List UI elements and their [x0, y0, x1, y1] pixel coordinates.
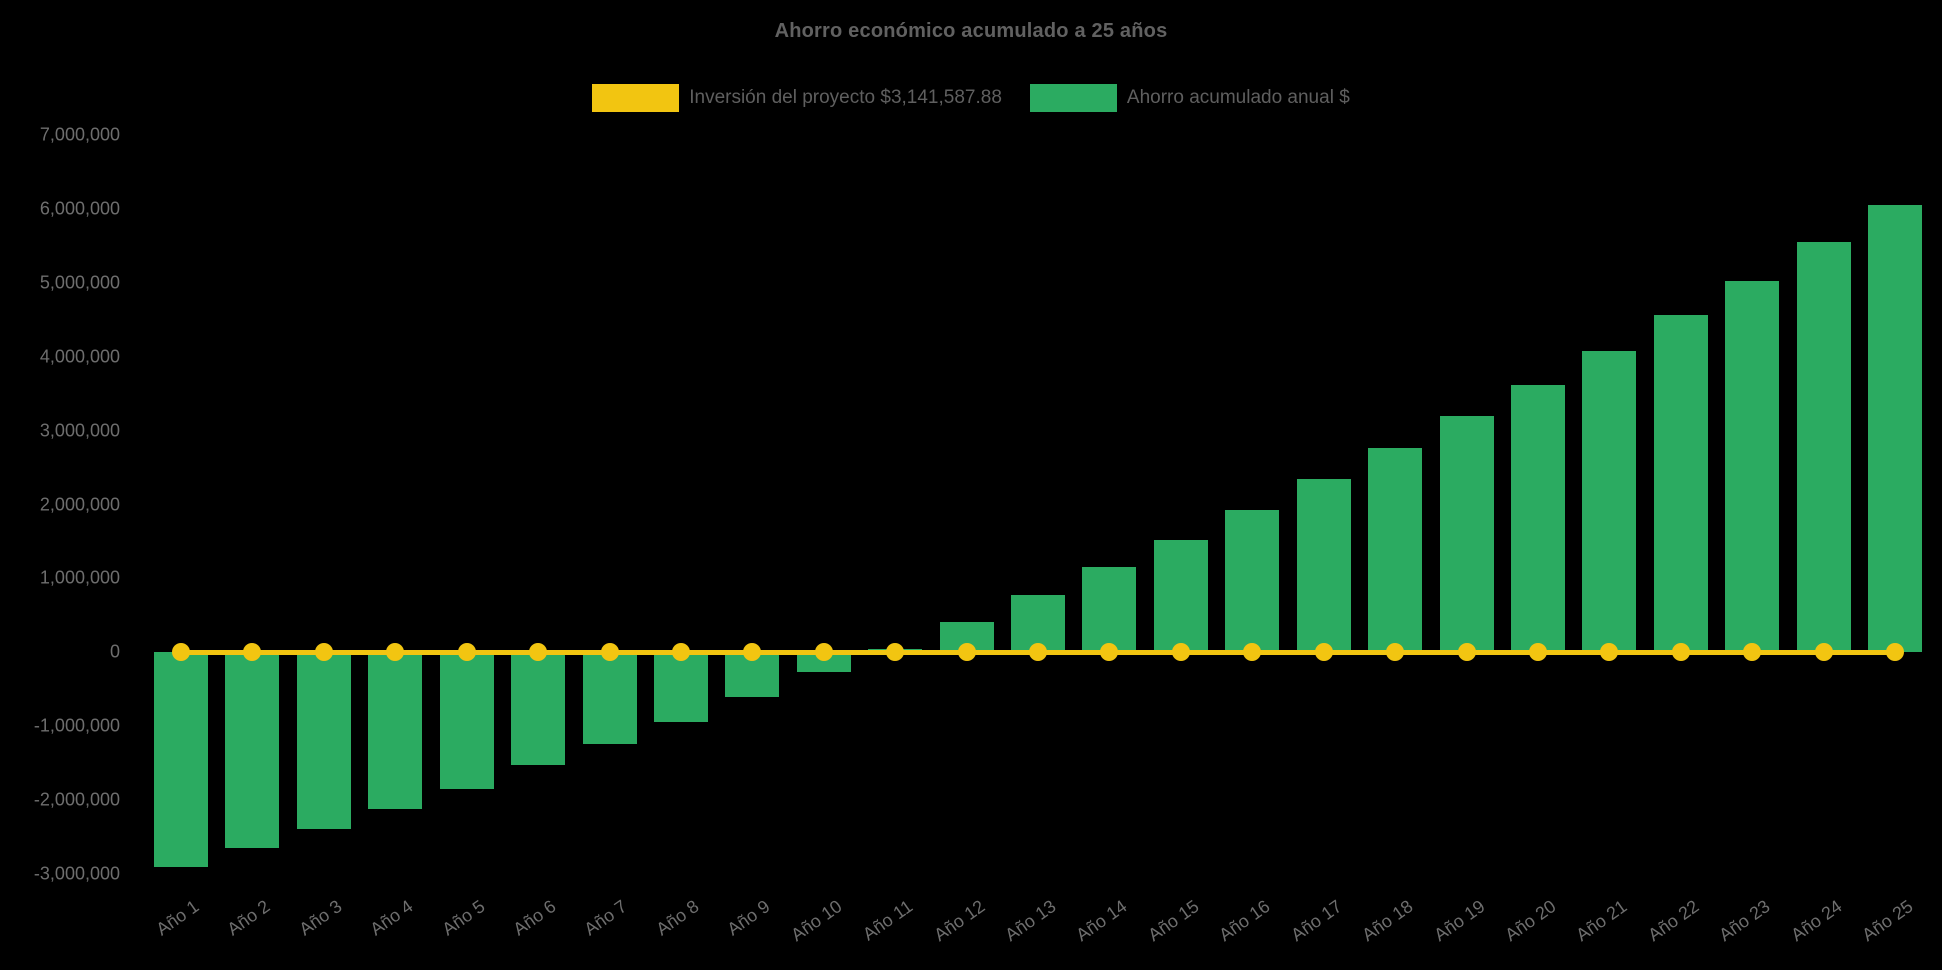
investment-line-marker-año-5[interactable] — [457, 643, 476, 662]
investment-line-marker-año-14[interactable] — [1100, 643, 1119, 662]
investment-line-marker-año-19[interactable] — [1457, 643, 1476, 662]
x-axis-label-año-4: Año 4 — [366, 896, 417, 940]
investment-line-marker-año-10[interactable] — [814, 643, 833, 662]
bar-año-14[interactable] — [1082, 566, 1137, 653]
bar-año-5[interactable] — [439, 652, 494, 789]
y-axis-label: 7,000,000 — [39, 124, 120, 145]
x-axis-label-año-17: Año 17 — [1286, 896, 1346, 946]
y-axis-label: 3,000,000 — [39, 420, 120, 441]
y-axis-label: -3,000,000 — [33, 863, 120, 884]
bar-año-24[interactable] — [1796, 242, 1851, 653]
investment-line-marker-año-4[interactable] — [386, 643, 405, 662]
y-axis-label: 0 — [109, 641, 120, 662]
y-axis-label: -1,000,000 — [33, 715, 120, 736]
x-axis-label-año-13: Año 13 — [1001, 896, 1060, 946]
investment-line-marker-año-13[interactable] — [1029, 643, 1048, 662]
investment-line-marker-año-2[interactable] — [243, 643, 262, 662]
investment-line-marker-año-6[interactable] — [529, 643, 548, 662]
x-axis-label-año-2: Año 2 — [223, 896, 274, 940]
investment-line-marker-año-22[interactable] — [1671, 643, 1690, 662]
bar-año-3[interactable] — [296, 652, 351, 829]
bar-año-8[interactable] — [653, 652, 708, 722]
investment-line-marker-año-25[interactable] — [1886, 643, 1905, 662]
x-axis-label-año-9: Año 9 — [723, 896, 774, 940]
bar-año-19[interactable] — [1439, 415, 1494, 653]
y-axis-label: 1,000,000 — [39, 567, 120, 588]
legend-swatch-savings-icon — [1029, 84, 1117, 112]
x-axis-label-año-15: Año 15 — [1144, 896, 1203, 946]
y-axis-label: 6,000,000 — [39, 198, 120, 219]
x-axis-label-año-7: Año 7 — [580, 896, 632, 940]
bar-año-20[interactable] — [1510, 384, 1565, 653]
bar-año-7[interactable] — [582, 652, 637, 744]
investment-line-marker-año-8[interactable] — [671, 643, 690, 662]
x-axis-label-año-24: Año 24 — [1786, 896, 1846, 946]
legend-label-investment: Inversión del proyecto $3,141,587.88 — [689, 87, 1002, 108]
x-axis-label-año-1: Año 1 — [152, 896, 203, 940]
investment-line-marker-año-15[interactable] — [1171, 643, 1190, 662]
legend-swatch-investment-icon — [592, 84, 680, 112]
x-axis-label-año-18: Año 18 — [1358, 896, 1417, 946]
bar-año-13[interactable] — [1011, 594, 1066, 653]
bar-año-2[interactable] — [225, 652, 280, 849]
investment-line-marker-año-3[interactable] — [314, 643, 333, 662]
bar-año-4[interactable] — [368, 652, 423, 809]
bar-año-15[interactable] — [1153, 539, 1208, 653]
x-axis-label-año-23: Año 23 — [1715, 896, 1774, 946]
y-axis-label: 4,000,000 — [39, 346, 120, 367]
bar-año-16[interactable] — [1225, 509, 1280, 653]
investment-line-marker-año-20[interactable] — [1528, 643, 1547, 662]
x-axis-label-año-12: Año 12 — [929, 896, 989, 946]
investment-line-marker-año-21[interactable] — [1600, 643, 1619, 662]
legend: Inversión del proyecto $3,141,587.88 Aho… — [0, 84, 1942, 112]
bar-año-17[interactable] — [1296, 479, 1351, 653]
investment-line-marker-año-17[interactable] — [1314, 643, 1333, 662]
x-axis-label-año-6: Año 6 — [509, 896, 560, 940]
y-axis-label: 2,000,000 — [39, 494, 120, 514]
bar-año-6[interactable] — [511, 652, 566, 765]
bar-año-22[interactable] — [1653, 315, 1708, 653]
investment-line-marker-año-24[interactable] — [1814, 643, 1833, 662]
bar-año-1[interactable] — [154, 652, 208, 868]
investment-line-marker-año-23[interactable] — [1743, 643, 1762, 662]
y-axis-label: -2,000,000 — [33, 789, 120, 810]
investment-line-marker-año-7[interactable] — [600, 643, 619, 662]
y-axis-label: 5,000,000 — [39, 272, 120, 293]
x-axis-label-año-14: Año 14 — [1072, 896, 1131, 946]
x-axis-label-año-16: Año 16 — [1215, 896, 1274, 946]
x-axis-label-año-3: Año 3 — [295, 896, 346, 940]
bar-año-10[interactable] — [796, 652, 851, 673]
bar-año-18[interactable] — [1368, 448, 1423, 653]
legend-label-savings: Ahorro acumulado anual $ — [1126, 87, 1350, 108]
x-axis-label-año-11: Año 11 — [859, 896, 917, 945]
x-axis-label-año-22: Año 22 — [1644, 896, 1703, 946]
chart-title: Ahorro económico acumulado a 25 años — [774, 20, 1168, 42]
x-axis-label-año-19: Año 19 — [1429, 896, 1489, 946]
investment-line-marker-año-16[interactable] — [1243, 643, 1262, 662]
x-axis-label-año-21: Año 21 — [1572, 896, 1631, 946]
x-axis-label-año-20: Año 20 — [1501, 896, 1560, 946]
bar-año-21[interactable] — [1582, 350, 1637, 653]
x-axis-label-año-25: Año 25 — [1858, 896, 1917, 946]
x-axis-label-año-5: Año 5 — [438, 896, 489, 940]
legend-item-investment[interactable]: Inversión del proyecto $3,141,587.88 — [592, 84, 1002, 112]
investment-line-marker-año-12[interactable] — [957, 643, 976, 662]
x-axis-label-año-8: Año 8 — [652, 896, 703, 940]
bar-año-23[interactable] — [1725, 280, 1780, 653]
x-axis-label-año-10: Año 10 — [787, 896, 846, 946]
legend-item-savings[interactable]: Ahorro acumulado anual $ — [1029, 84, 1350, 112]
investment-line-marker-año-1[interactable] — [172, 643, 190, 662]
investment-line-marker-año-9[interactable] — [743, 643, 762, 662]
investment-line-marker-año-18[interactable] — [1386, 643, 1405, 662]
bar-año-25[interactable] — [1868, 205, 1923, 653]
investment-line-marker-año-11[interactable] — [886, 643, 905, 662]
